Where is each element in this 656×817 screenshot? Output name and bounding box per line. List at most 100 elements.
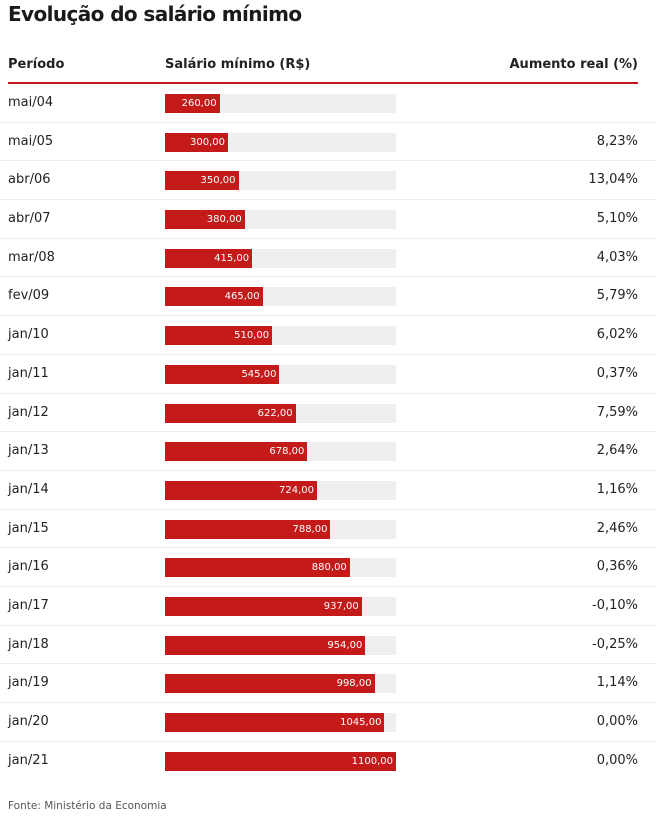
bar: 350,00 — [165, 171, 239, 191]
bar-value-label: 724,00 — [279, 484, 315, 496]
raise-value: 1,14% — [596, 675, 638, 691]
table-row: mar/08 415,00 4,03% — [0, 239, 656, 278]
bar: 880,00 — [165, 558, 350, 578]
bar-track: 350,00 — [165, 171, 396, 191]
table-row: jan/20 1045,00 0,00% — [0, 703, 656, 742]
table-row: fev/09 465,00 5,79% — [0, 277, 656, 317]
period-label: jan/12 — [8, 404, 49, 420]
bar-track: 937,00 — [165, 596, 396, 616]
bar-value-label: 622,00 — [257, 407, 293, 419]
bar: 465,00 — [165, 287, 263, 307]
bar-value-label: 350,00 — [200, 175, 236, 187]
period-label: jan/14 — [8, 481, 49, 497]
bar-value-label: 300,00 — [190, 136, 225, 148]
raise-value: -0,25% — [592, 636, 638, 652]
raise-value: 1,16% — [596, 481, 638, 497]
raise-value: 4,03% — [596, 249, 638, 265]
bar-track: 260,00 — [165, 94, 396, 113]
period-label: jan/10 — [8, 327, 49, 343]
table-row: mai/05 300,00 8,23% — [0, 123, 656, 162]
period-label: abr/07 — [8, 211, 51, 227]
table-row: abr/07 380,00 5,10% — [0, 200, 656, 239]
header-divider — [8, 82, 638, 84]
period-label: mai/05 — [8, 133, 54, 149]
bar-value-label: 880,00 — [311, 562, 347, 574]
bar: 622,00 — [165, 403, 296, 423]
raise-value: 13,04% — [588, 172, 638, 188]
table-row: jan/13 678,00 2,64% — [0, 432, 656, 471]
bar-track: 954,00 — [165, 635, 396, 655]
column-header-period: Período — [8, 57, 65, 72]
period-label: jan/21 — [8, 752, 49, 768]
column-header-raise: Aumento real (%) — [509, 57, 639, 72]
raise-value: -0,10% — [592, 597, 638, 613]
bar-track: 788,00 — [165, 519, 396, 539]
bar-value-label: 937,00 — [323, 600, 359, 612]
table-row: jan/17 937,00 -0,10% — [0, 587, 656, 626]
bar: 1100,00 — [165, 751, 396, 771]
bar: 380,00 — [165, 210, 245, 230]
period-label: jan/20 — [8, 714, 49, 729]
bar-value-label: 415,00 — [214, 252, 250, 264]
raise-value: 0,00% — [596, 752, 638, 768]
bar-value-label: 1045,00 — [340, 717, 382, 728]
bar: 678,00 — [165, 442, 308, 462]
bar: 724,00 — [165, 480, 318, 500]
period-label: fev/09 — [8, 288, 50, 304]
table-row: jan/15 788,00 2,46% — [0, 510, 656, 549]
bar-track: 1100,00 — [165, 751, 396, 771]
raise-value: 0,36% — [596, 559, 638, 575]
period-label: jan/15 — [8, 520, 49, 536]
bar-value-label: 260,00 — [181, 98, 217, 109]
bar-value-label: 678,00 — [269, 446, 305, 458]
chart-title: Evolução do salário mínimo — [8, 2, 302, 26]
bar-track: 545,00 — [165, 364, 396, 384]
bar: 260,00 — [165, 94, 220, 113]
table-body: mai/04 260,00 mai/05 300,00 8,23% abr/06 350,0… — [0, 84, 656, 780]
bar-track: 998,00 — [165, 674, 396, 694]
bar-value-label: 954,00 — [327, 639, 363, 651]
bar: 1045,00 — [165, 713, 385, 732]
bar-track: 300,00 — [165, 132, 396, 152]
bar: 998,00 — [165, 674, 375, 694]
bar-track: 678,00 — [165, 442, 396, 462]
table-row: jan/14 724,00 1,16% — [0, 471, 656, 510]
bar: 954,00 — [165, 635, 366, 655]
bar-value-label: 998,00 — [336, 678, 372, 690]
bar: 937,00 — [165, 596, 362, 616]
table-row: abr/06 350,00 13,04% — [0, 161, 656, 201]
bar: 788,00 — [165, 519, 331, 539]
bar-track: 622,00 — [165, 403, 396, 423]
bar-track: 880,00 — [165, 558, 396, 578]
raise-value: 7,59% — [596, 404, 638, 420]
table-row: jan/12 622,00 7,59% — [0, 394, 656, 433]
bar-track: 465,00 — [165, 287, 396, 307]
table-row: jan/21 1100,00 0,00% — [0, 742, 656, 781]
table-row: jan/18 954,00 -0,25% — [0, 626, 656, 665]
period-label: jan/13 — [8, 443, 49, 459]
raise-value: 5,10% — [596, 211, 638, 227]
bar-value-label: 510,00 — [234, 330, 270, 342]
bar-track: 510,00 — [165, 326, 396, 346]
period-label: mai/04 — [8, 95, 54, 110]
raise-value: 0,37% — [596, 365, 638, 381]
period-label: jan/17 — [8, 597, 49, 613]
bar-track: 415,00 — [165, 248, 396, 268]
table-row: jan/16 880,00 0,36% — [0, 548, 656, 587]
bar-value-label: 788,00 — [292, 523, 328, 535]
table-row: jan/19 998,00 1,14% — [0, 664, 656, 703]
raise-value: 0,00% — [596, 714, 638, 729]
table-row: jan/10 510,00 6,02% — [0, 316, 656, 355]
bar-track: 1045,00 — [165, 713, 396, 732]
bar-track: 724,00 — [165, 480, 396, 500]
bar: 545,00 — [165, 364, 280, 384]
table-row: jan/11 545,00 0,37% — [0, 355, 656, 394]
bar-value-label: 380,00 — [206, 214, 242, 226]
raise-value: 5,79% — [596, 288, 638, 304]
period-label: abr/06 — [8, 172, 51, 188]
raise-value: 2,64% — [596, 443, 638, 459]
raise-value: 8,23% — [596, 133, 638, 149]
period-label: jan/18 — [8, 636, 49, 652]
bar: 415,00 — [165, 248, 253, 268]
